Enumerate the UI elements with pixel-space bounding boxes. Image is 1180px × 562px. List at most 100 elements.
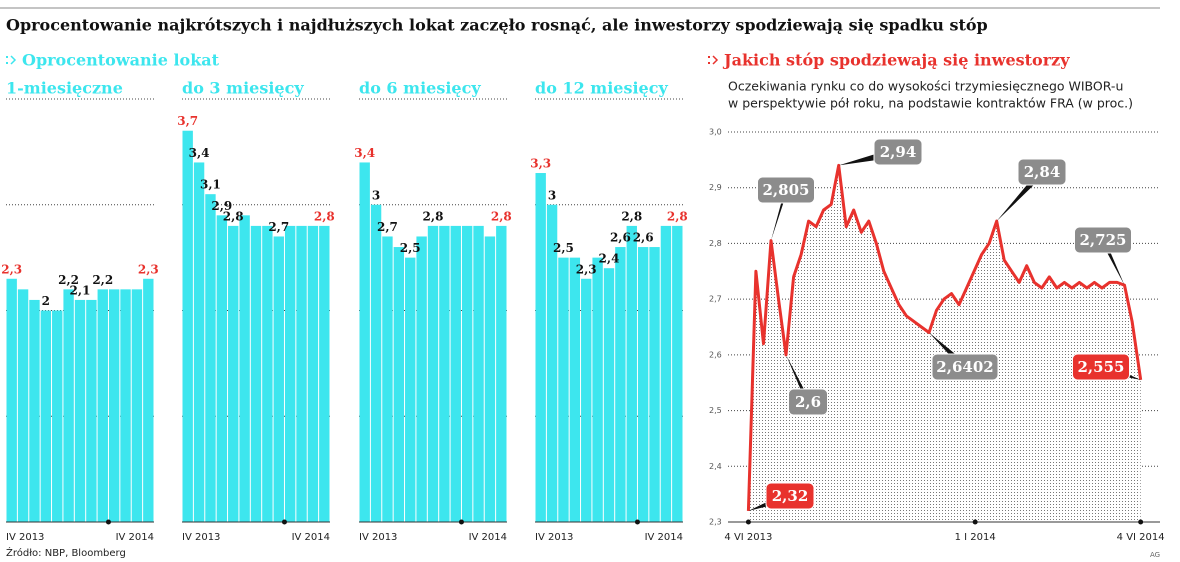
value-label: 2,8	[667, 209, 688, 223]
bar	[370, 204, 382, 522]
value-label: 3,4	[189, 146, 210, 160]
value-label: 2,9	[211, 199, 232, 213]
x-tick-label: IV 2014	[469, 532, 507, 543]
y-tick-label: 2,8	[709, 239, 722, 248]
chart-title: do 12 miesięcy	[535, 79, 668, 98]
y-tick-label: 2,7	[709, 295, 722, 304]
bar	[382, 236, 393, 522]
callout-pointer	[928, 332, 965, 372]
bar	[637, 247, 649, 523]
bar	[239, 215, 250, 522]
x-tick-label: IV 2014	[645, 532, 683, 543]
bar	[262, 225, 273, 522]
callout-pointer	[838, 147, 898, 166]
bar	[307, 225, 319, 522]
section-marker	[6, 55, 17, 65]
subtitle: Oczekiwania rynku co do wysokości trzymi…	[728, 79, 1123, 94]
axis-dot	[458, 519, 464, 525]
bar	[131, 289, 143, 522]
bar	[416, 236, 427, 522]
x-tick	[1138, 519, 1144, 525]
value-label: 2,3	[1, 262, 22, 276]
value-label: 2,8	[621, 209, 642, 223]
chart-title: do 6 miesięcy	[359, 79, 481, 98]
section-title: Oprocentowanie lokat	[22, 51, 220, 70]
callout-pointer	[786, 354, 808, 407]
bar	[97, 289, 108, 522]
callout-box	[765, 482, 815, 510]
bar	[603, 268, 615, 522]
line	[746, 163, 1143, 511]
bar	[615, 247, 626, 523]
x-tick	[745, 519, 751, 525]
value-label: 3	[372, 188, 380, 202]
value-label: 2,2	[58, 273, 79, 287]
bar	[29, 299, 40, 522]
callout-label: 2,84	[1024, 163, 1061, 181]
bar	[546, 204, 558, 522]
value-label: 2,7	[377, 220, 398, 234]
chart-title: do 3 miesięcy	[182, 79, 304, 98]
value-label: 2,8	[223, 209, 244, 223]
x-tick-label: IV 2013	[6, 532, 44, 543]
bar	[393, 247, 405, 523]
bar	[569, 257, 581, 522]
y-tick-label: 2,9	[709, 183, 722, 192]
callout-label: 2,6	[795, 393, 821, 411]
axis-dot	[281, 519, 287, 525]
bar	[86, 299, 97, 522]
bar	[40, 310, 52, 522]
source: Źródło: NBP, Bloomberg	[6, 546, 126, 559]
value-label: 2	[42, 294, 50, 308]
bar	[17, 289, 29, 522]
bar	[672, 225, 683, 522]
x-tick-label: 4 VI 2013	[724, 532, 772, 543]
y-tick-label: 2,5	[709, 406, 722, 415]
value-label: 2,6	[610, 231, 631, 245]
bar	[439, 225, 450, 522]
bar	[359, 162, 370, 522]
value-label: 2,5	[553, 241, 574, 255]
callout-label: 2,555	[1078, 358, 1125, 376]
bar	[473, 225, 484, 522]
bar	[228, 225, 239, 522]
bar	[108, 289, 120, 522]
bar	[193, 162, 205, 522]
value-label: 3,1	[200, 178, 221, 192]
value-label: 2,3	[138, 262, 159, 276]
value-label: 2,5	[400, 241, 421, 255]
bar	[296, 225, 307, 522]
axis-dot	[634, 519, 640, 525]
bar	[405, 257, 416, 522]
section-title: Jakich stóp spodziewają się inwestorzy	[722, 51, 1070, 70]
bar	[120, 289, 131, 522]
callout-pointer	[996, 167, 1042, 222]
value-label: 2,8	[423, 209, 444, 223]
bar	[535, 173, 546, 522]
value-label: 2,7	[268, 220, 289, 234]
callout-box	[1017, 158, 1067, 186]
callout-box	[1074, 226, 1132, 254]
bar	[250, 225, 262, 522]
subtitle: w perspektywie pół roku, na podstawie ko…	[728, 96, 1133, 111]
value-label: 2,3	[576, 262, 597, 276]
value-label: 2,8	[491, 209, 512, 223]
bar	[649, 247, 660, 523]
bar	[182, 130, 193, 522]
callout-label: 2,6402	[936, 358, 993, 376]
bar	[592, 257, 603, 522]
axis-dot	[105, 519, 111, 525]
value-label: 2,2	[92, 273, 113, 287]
value-label: 2,8	[314, 209, 335, 223]
value-label: 3,3	[530, 157, 551, 171]
value-label: 2,4	[599, 252, 620, 266]
bar	[74, 299, 86, 522]
y-tick-label: 2,4	[709, 462, 722, 471]
bar	[273, 236, 284, 522]
y-tick-label: 2,6	[709, 350, 722, 359]
bar	[450, 225, 461, 522]
credit: AG	[1150, 551, 1160, 559]
page-title: Oprocentowanie najkrótszych i najdłuższy…	[6, 16, 988, 35]
bar	[205, 194, 216, 523]
